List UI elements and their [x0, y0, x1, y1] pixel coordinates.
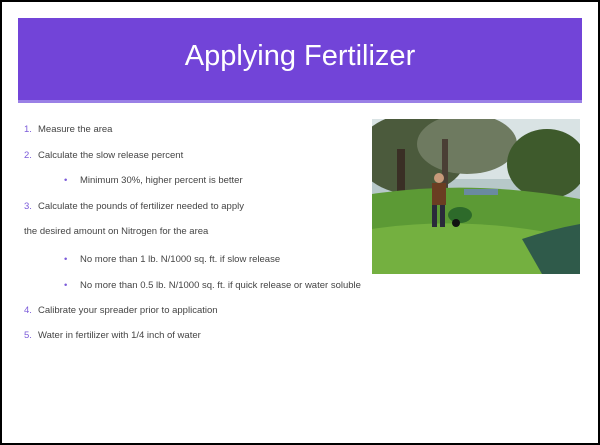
- item-text: Calculate the slow release percent: [38, 150, 184, 161]
- title-band: Applying Fertilizer: [18, 18, 582, 103]
- item-text: No more than 1 lb. N/1000 sq. ft. if slo…: [80, 254, 281, 265]
- bullet: •: [64, 254, 68, 265]
- list-item: 4. Calibrate your spreader prior to appli…: [24, 305, 218, 316]
- item-text: Calibrate your spreader prior to applica…: [38, 305, 218, 316]
- list-item: the desired amount on Nitrogen for the a…: [24, 226, 208, 237]
- item-number: 5.: [24, 330, 32, 341]
- list-item: 5. Water in fertilizer with 1/4 inch of w…: [24, 330, 201, 341]
- photo: [372, 119, 580, 274]
- item-number: 3.: [24, 201, 32, 212]
- item-text: Measure the area: [38, 124, 113, 135]
- slide-title: Applying Fertilizer: [184, 40, 416, 72]
- list-item: • No more than 0.5 lb. N/1000 sq. ft. if …: [64, 280, 361, 291]
- list-item: 3. Calculate the pounds of fertilizer nee…: [24, 201, 244, 212]
- bullet: •: [64, 280, 68, 291]
- bullet: •: [64, 175, 68, 186]
- item-number: 2.: [24, 150, 32, 161]
- item-text: Calculate the pounds of fertilizer neede…: [38, 201, 244, 212]
- list-item: 2. Calculate the slow release percent: [24, 150, 183, 161]
- item-number: 4.: [24, 305, 32, 316]
- item-text: Minimum 30%, higher percent is better: [80, 175, 243, 186]
- item-text: the desired amount on Nitrogen for the a…: [24, 226, 209, 237]
- list-item: 1. Measure the area: [24, 124, 112, 135]
- list-item: • No more than 1 lb. N/1000 sq. ft. if sl…: [64, 254, 280, 265]
- item-number: 1.: [24, 124, 32, 135]
- item-text: No more than 0.5 lb. N/1000 sq. ft. if q…: [80, 280, 361, 291]
- item-text: Water in fertilizer with 1/4 inch of wat…: [38, 330, 201, 341]
- list-item: • Minimum 30%, higher percent is better: [64, 175, 243, 186]
